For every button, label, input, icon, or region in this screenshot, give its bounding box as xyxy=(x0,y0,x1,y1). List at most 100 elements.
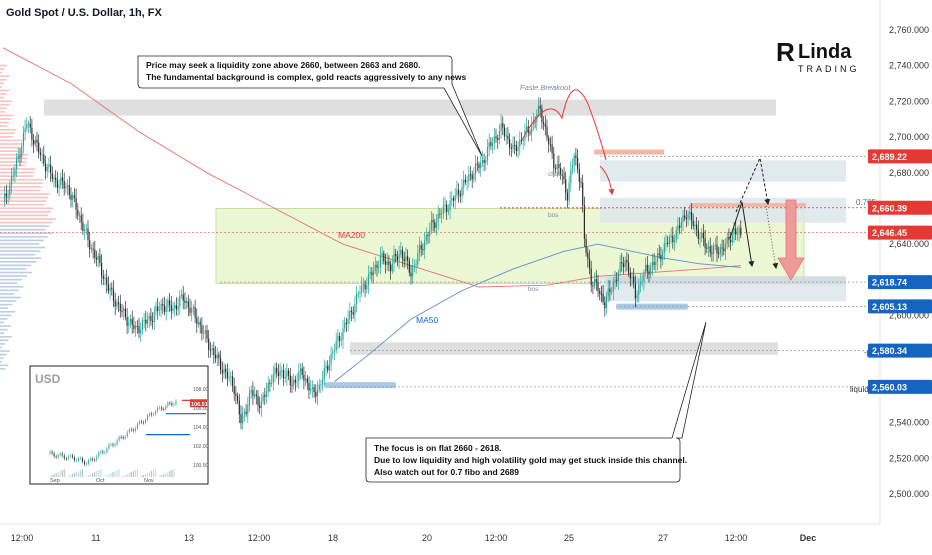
volume-profile-bar xyxy=(0,246,46,249)
candle-body xyxy=(213,348,215,355)
candle-body xyxy=(486,147,489,160)
volume-profile-bar xyxy=(0,314,12,317)
candle-body xyxy=(257,395,259,406)
candle-body xyxy=(571,165,574,170)
volume-profile-bar xyxy=(0,178,44,181)
volume-profile-bar xyxy=(0,335,12,338)
candle-body xyxy=(386,261,388,265)
candle-body xyxy=(622,263,625,267)
volume-profile-bar xyxy=(0,285,24,288)
candle-body xyxy=(733,228,735,235)
candle-body xyxy=(136,325,138,327)
volume-profile-bar xyxy=(0,275,28,277)
price-tag: 2,618.74 xyxy=(872,278,907,288)
inset-candle-body xyxy=(88,460,90,464)
candle-body xyxy=(276,367,278,373)
volume-profile-bar xyxy=(0,164,26,167)
inset-volume-bar xyxy=(96,471,98,477)
usd-inset[interactable]: USD 106.51 108.00 106.00 104.00 102.00 100.0… xyxy=(29,365,209,485)
price-tag: 2,660.39 xyxy=(872,203,907,213)
volume-profile-bar xyxy=(0,350,10,352)
logo-text: Linda xyxy=(798,41,852,63)
x-tick-label: 12:00 xyxy=(11,533,34,543)
bottom-note: The focus is on flat 2660 - 2618. Due to… xyxy=(365,321,707,483)
candle-body xyxy=(447,210,449,212)
price-tag-bg xyxy=(868,299,932,314)
volume-profile-bar xyxy=(0,118,12,120)
candle-body xyxy=(180,294,183,296)
volume-profile-bar xyxy=(0,143,21,145)
candle-body xyxy=(70,194,72,200)
inset-volume-bar xyxy=(59,471,61,477)
candle-body xyxy=(247,405,249,415)
volume-profile-bar xyxy=(0,100,13,102)
inset-candle-body xyxy=(108,444,110,449)
projection-zigzag-1 xyxy=(729,201,755,268)
candle-body xyxy=(248,392,251,406)
inset-candle-body xyxy=(110,444,112,446)
candle-body xyxy=(296,381,298,383)
inset-volume-bar xyxy=(124,475,126,477)
inset-candle-body xyxy=(57,454,59,458)
candle-body xyxy=(544,124,546,127)
volume-profile-bar xyxy=(0,128,17,131)
candle-body xyxy=(325,366,327,368)
candle-body xyxy=(687,214,689,219)
candle-body xyxy=(333,350,336,352)
volume-profile-bar xyxy=(0,150,19,152)
candle-body xyxy=(667,242,669,245)
candle-body xyxy=(582,182,584,206)
volume-profile-bar xyxy=(0,325,12,327)
candle-body xyxy=(577,157,579,170)
inset-candle-body xyxy=(142,422,144,424)
inset-volume-bar xyxy=(163,474,165,477)
candle-body xyxy=(29,123,31,128)
inset-candle-body xyxy=(122,437,124,439)
logo: R Linda TRADING xyxy=(776,37,857,74)
candle-body xyxy=(73,195,75,198)
volume-profile-bar xyxy=(0,168,36,170)
candle-body xyxy=(294,379,296,383)
target-down-arrow xyxy=(777,199,805,281)
candle-body xyxy=(291,384,293,386)
candle-body xyxy=(706,247,708,249)
candle-body xyxy=(184,300,186,303)
candle-body xyxy=(730,240,732,243)
candle-body xyxy=(611,291,613,293)
inset-candle-body xyxy=(175,400,177,405)
candle-body xyxy=(237,395,239,401)
candle-body xyxy=(685,217,687,219)
candle-body xyxy=(33,139,35,145)
candle-body xyxy=(413,265,415,267)
candle-body xyxy=(138,326,140,334)
candle-body xyxy=(63,180,65,189)
inset-candle-body xyxy=(90,458,92,461)
candle-body xyxy=(425,235,427,241)
candle-body xyxy=(87,228,89,240)
candle-body xyxy=(422,249,424,251)
y-tick-label: 2,720.000 xyxy=(889,96,929,106)
candle-body xyxy=(364,284,366,290)
price-tag: 2,646.45 xyxy=(872,228,907,238)
volume-profile-bar xyxy=(0,103,10,106)
candle-body xyxy=(665,242,667,244)
price-tag: 2,560.03 xyxy=(872,382,907,392)
volume-profile-bar xyxy=(0,218,56,220)
candle-body xyxy=(311,387,313,389)
volume-profile-bar xyxy=(0,200,47,202)
inset-y-label: 104.00 xyxy=(193,425,209,431)
candle-body xyxy=(590,268,592,286)
candle-body xyxy=(395,253,397,257)
candle-body xyxy=(267,382,269,392)
candle-body xyxy=(378,267,380,269)
inset-volume-bar xyxy=(100,469,102,477)
candle-body xyxy=(701,232,703,239)
candle-body xyxy=(78,215,81,217)
candle-body xyxy=(480,163,482,168)
candle-body xyxy=(371,272,373,276)
candle-body xyxy=(92,248,94,250)
candle-body xyxy=(141,320,143,331)
x-tick-label: 12:00 xyxy=(725,533,748,543)
